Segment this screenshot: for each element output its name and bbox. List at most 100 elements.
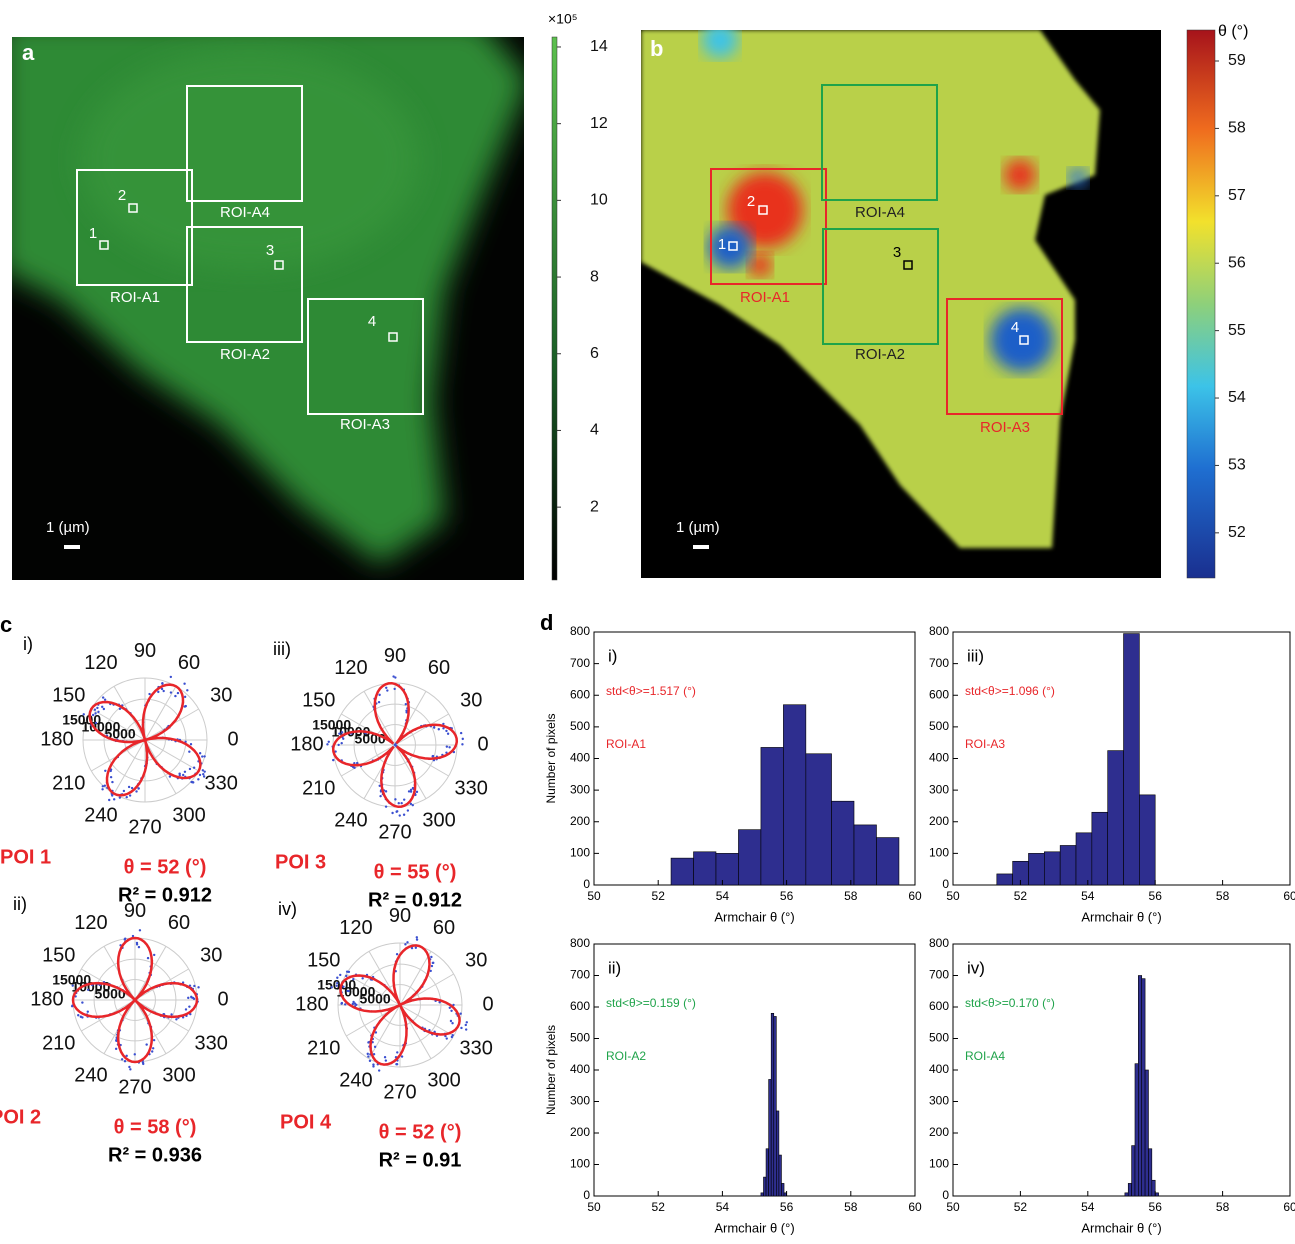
x-tick-label: 58 — [1216, 889, 1230, 903]
polar-plot: 0306090120150180210240270300330500010000… — [278, 899, 494, 1172]
y-tick-label: 400 — [570, 1062, 590, 1076]
panel-letter: c — [0, 612, 12, 637]
polar-dot — [400, 802, 402, 804]
polar-dot — [135, 790, 137, 792]
polar-angle-label: 240 — [84, 805, 117, 827]
theta-label: θ = 52 (°) — [379, 1121, 462, 1143]
polar-dot — [95, 722, 97, 724]
roi-label: ROI-A1 — [110, 289, 160, 306]
polar-dot — [190, 781, 192, 783]
polar-angle-label: 30 — [460, 689, 482, 711]
polar-dot — [104, 770, 106, 772]
y-tick-label: 0 — [942, 877, 949, 891]
colorbar-tick-label: 52 — [1228, 524, 1246, 541]
y-tick-label: 400 — [929, 1062, 949, 1076]
polar-dot — [199, 752, 201, 754]
y-tick-label: 100 — [570, 1157, 590, 1171]
polar-dot — [378, 1069, 380, 1071]
polar-dot — [77, 1014, 79, 1016]
polar-dot — [162, 690, 164, 692]
polar-dot — [342, 986, 344, 988]
polar-angle-label: 0 — [477, 733, 488, 755]
poi-label: 4 — [1011, 319, 1019, 336]
polar-dot — [185, 1008, 187, 1010]
polar-dot — [379, 795, 381, 797]
polar-dot — [338, 732, 340, 734]
x-tick-label: 52 — [652, 889, 666, 903]
y-tick-label: 200 — [929, 814, 949, 828]
polar-angle-label: 180 — [30, 988, 63, 1010]
bar — [1139, 795, 1155, 885]
polar-dot — [178, 772, 180, 774]
polar-dot — [80, 1016, 82, 1018]
polar-dot — [385, 1059, 387, 1061]
polar-angle-label: 60 — [433, 917, 455, 939]
polar-dot — [341, 1002, 343, 1004]
polar-dot — [186, 689, 188, 691]
y-tick-label: 500 — [570, 1031, 590, 1045]
polar-dot — [451, 1036, 453, 1038]
y-tick-label: 800 — [929, 936, 949, 950]
polar-angle-label: 30 — [210, 684, 232, 706]
theta-label: θ = 52 (°) — [124, 856, 207, 878]
polar-angle-label: 150 — [42, 944, 75, 966]
polar-dot — [353, 767, 355, 769]
polar-dot — [394, 798, 396, 800]
polar-dot — [193, 998, 195, 1000]
polar-dot — [123, 790, 125, 792]
polar-dot — [465, 1024, 467, 1026]
y-tick-label: 100 — [570, 846, 590, 860]
bar — [876, 838, 898, 885]
poi-title: POI 4 — [280, 1111, 332, 1133]
polar-dot — [81, 1001, 83, 1003]
polar-dot — [460, 1027, 462, 1029]
x-tick-label: 56 — [1149, 889, 1163, 903]
polar-dot — [385, 805, 387, 807]
scale-bar — [693, 545, 709, 549]
polar-dot — [395, 811, 397, 813]
polar-dot — [148, 693, 150, 695]
polar-dot — [101, 706, 103, 708]
polar-dot — [386, 689, 388, 691]
y-tick-label: 700 — [570, 656, 590, 670]
x-tick-label: 52 — [652, 1200, 666, 1214]
polar-dot — [153, 954, 155, 956]
polar-dot — [193, 766, 195, 768]
polar-dot — [121, 1058, 123, 1060]
polar-dot — [184, 696, 186, 698]
y-tick-label: 800 — [570, 624, 590, 638]
theta-label: θ = 55 (°) — [374, 861, 457, 883]
polar-dot — [392, 675, 394, 677]
polar-dot — [460, 732, 462, 734]
r2-label: R² = 0.912 — [368, 889, 462, 911]
polar-dot — [202, 773, 204, 775]
polar-dot — [398, 802, 400, 804]
polar-dot — [153, 1039, 155, 1041]
polar-dot — [202, 769, 204, 771]
y-axis-label: Number of pixels — [544, 713, 558, 803]
polar-dot — [129, 1068, 131, 1070]
polar-dot — [170, 691, 172, 693]
y-tick-label: 600 — [570, 999, 590, 1013]
polar-dot — [403, 798, 405, 800]
scale-bar-label: 1 (µm) — [676, 519, 720, 536]
polar-dot — [134, 1053, 136, 1055]
annotation: std<θ>=0.159 (°) — [606, 996, 696, 1010]
r2-label: R² = 0.91 — [379, 1149, 462, 1171]
polar-dot — [374, 1046, 376, 1048]
polar-angle-label: 300 — [427, 1070, 460, 1092]
x-tick-label: 54 — [1081, 889, 1095, 903]
x-tick-label: 56 — [780, 889, 794, 903]
polar-dot — [451, 1022, 453, 1024]
polar-angle-label: 30 — [200, 944, 222, 966]
polar-dot — [384, 1056, 386, 1058]
polar-dot — [104, 698, 106, 700]
scale-bar-label: 1 (µm) — [46, 519, 90, 536]
polar-dot — [445, 730, 447, 732]
polar-dot — [170, 676, 172, 678]
polar-dot — [372, 1065, 374, 1067]
polar-dot — [416, 791, 418, 793]
polar-dot — [190, 743, 192, 745]
y-tick-label: 800 — [570, 936, 590, 950]
polar-dot — [184, 771, 186, 773]
